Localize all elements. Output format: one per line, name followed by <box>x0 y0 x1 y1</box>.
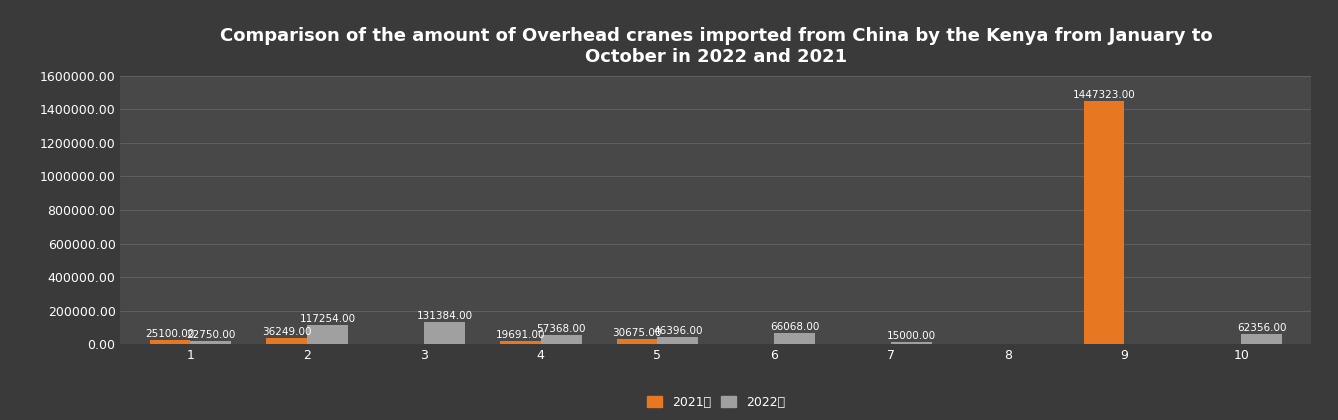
Bar <box>190 341 231 344</box>
Text: 30675.00: 30675.00 <box>613 328 662 339</box>
Title: Comparison of the amount of Overhead cranes imported from China by the Kenya fro: Comparison of the amount of Overhead cra… <box>219 27 1212 66</box>
Text: 66068.00: 66068.00 <box>769 323 819 333</box>
Text: 25100.00: 25100.00 <box>146 329 194 339</box>
Bar <box>266 339 308 344</box>
Bar <box>891 342 931 344</box>
Text: 117254.00: 117254.00 <box>300 314 356 324</box>
Bar <box>500 341 541 344</box>
Text: 57368.00: 57368.00 <box>537 324 586 334</box>
Text: 1447323.00: 1447323.00 <box>1073 90 1136 100</box>
Bar <box>1084 101 1124 344</box>
Text: 22750.00: 22750.00 <box>186 330 235 340</box>
Text: 15000.00: 15000.00 <box>887 331 937 341</box>
Text: 131384.00: 131384.00 <box>416 312 472 321</box>
Bar <box>424 322 464 344</box>
Bar <box>541 335 582 344</box>
Bar <box>775 333 815 344</box>
Text: 19691.00: 19691.00 <box>495 330 545 340</box>
Text: 62356.00: 62356.00 <box>1236 323 1286 333</box>
Bar <box>150 340 190 344</box>
Legend: 2021年, 2022年: 2021年, 2022年 <box>642 391 789 414</box>
Bar <box>657 336 698 344</box>
Bar <box>617 339 657 344</box>
Bar <box>1242 334 1282 344</box>
Bar <box>308 325 348 344</box>
Text: 46396.00: 46396.00 <box>653 326 702 336</box>
Text: 36249.00: 36249.00 <box>262 328 312 338</box>
